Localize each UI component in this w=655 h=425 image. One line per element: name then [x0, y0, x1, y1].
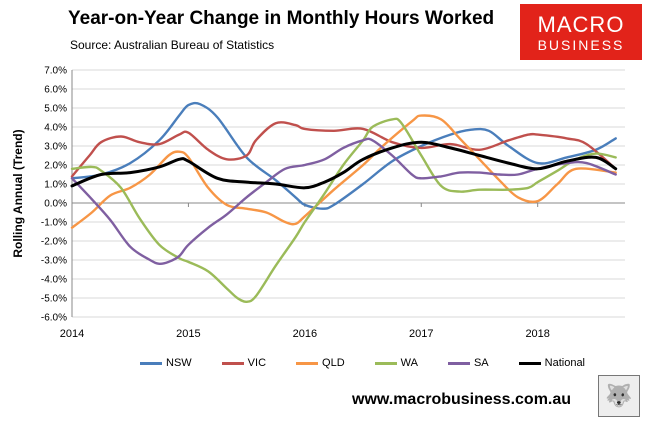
- legend-swatch: [296, 361, 319, 365]
- website-url: www.macrobusiness.com.au: [352, 391, 572, 408]
- y-tick-label: -4.0%: [41, 275, 67, 286]
- x-tick-label: 2018: [525, 328, 549, 340]
- legend-label: QLD: [322, 357, 345, 369]
- legend-swatch: [221, 361, 244, 365]
- y-tick-label: 2.0%: [44, 161, 67, 172]
- logo-line-1: MACRO: [537, 12, 625, 37]
- x-tick-label: 2015: [176, 328, 200, 340]
- y-tick-label: 7.0%: [44, 66, 67, 77]
- series-line-qld: [70, 114, 617, 229]
- y-tick-label: -2.0%: [41, 237, 67, 248]
- series-line-vic: [70, 121, 617, 178]
- chart-title: Year-on-Year Change in Monthly Hours Wor…: [68, 8, 495, 29]
- legend-item-wa: WA: [374, 357, 418, 369]
- chart-source: Source: Australian Bureau of Statistics: [70, 38, 275, 52]
- y-tick-label: -1.0%: [41, 218, 67, 229]
- line-chart: 7.0% 6.0% 5.0% 4.0% 3.0% 2.0% 1.0% 0.0% -1.0% -2.…: [11, 66, 625, 340]
- y-tick-label: -6.0%: [41, 313, 67, 324]
- legend-item-vic: VIC: [221, 357, 267, 369]
- y-tick-label: 0.0%: [44, 199, 67, 210]
- legend-swatch: [447, 361, 470, 365]
- legend-swatch: [518, 361, 541, 365]
- series-line-sa: [70, 137, 617, 266]
- y-tick-label: 1.0%: [44, 180, 67, 191]
- x-tick-label: 2016: [293, 328, 317, 340]
- legend-label: NSW: [166, 357, 192, 369]
- legend-label: SA: [473, 357, 489, 369]
- y-tick-label: 5.0%: [44, 104, 67, 115]
- legend-swatch: [374, 361, 397, 365]
- legend-label: VIC: [247, 357, 267, 369]
- legend-item-national: National: [518, 357, 585, 369]
- series-lines: [70, 101, 618, 304]
- legend-label: WA: [400, 357, 418, 369]
- legend-swatch: [140, 361, 162, 365]
- y-tick-labels: 7.0% 6.0% 5.0% 4.0% 3.0% 2.0% 1.0% 0.0% -1.0% -2.…: [41, 66, 67, 324]
- x-tick-labels: 2014 2015 2016 2017 2018: [60, 328, 550, 340]
- legend-item-qld: QLD: [296, 357, 345, 369]
- macrobusiness-logo: MACRO BUSINESS: [520, 4, 642, 60]
- y-tick-label: 3.0%: [44, 142, 67, 153]
- y-tick-label: -3.0%: [41, 256, 67, 267]
- y-axis-label: Rolling Annual (Trend): [11, 129, 25, 257]
- y-tick-label: -5.0%: [41, 294, 67, 305]
- legend-item-nsw: NSW: [140, 357, 192, 369]
- legend-label: National: [544, 357, 585, 369]
- logo-line-2: BUSINESS: [537, 37, 625, 53]
- y-tick-label: 4.0%: [44, 123, 67, 134]
- x-tick-label: 2014: [60, 328, 84, 340]
- chart-legend: NSW VIC QLD WA SA National: [140, 357, 585, 369]
- series-line-nsw: [70, 101, 617, 210]
- wolf-icon: 🐺: [598, 375, 640, 417]
- legend-item-sa: SA: [447, 357, 489, 369]
- y-tick-label: 6.0%: [44, 85, 67, 96]
- x-tick-label: 2017: [409, 328, 433, 340]
- series-line-wa: [70, 117, 617, 304]
- series-line-national: [70, 140, 618, 190]
